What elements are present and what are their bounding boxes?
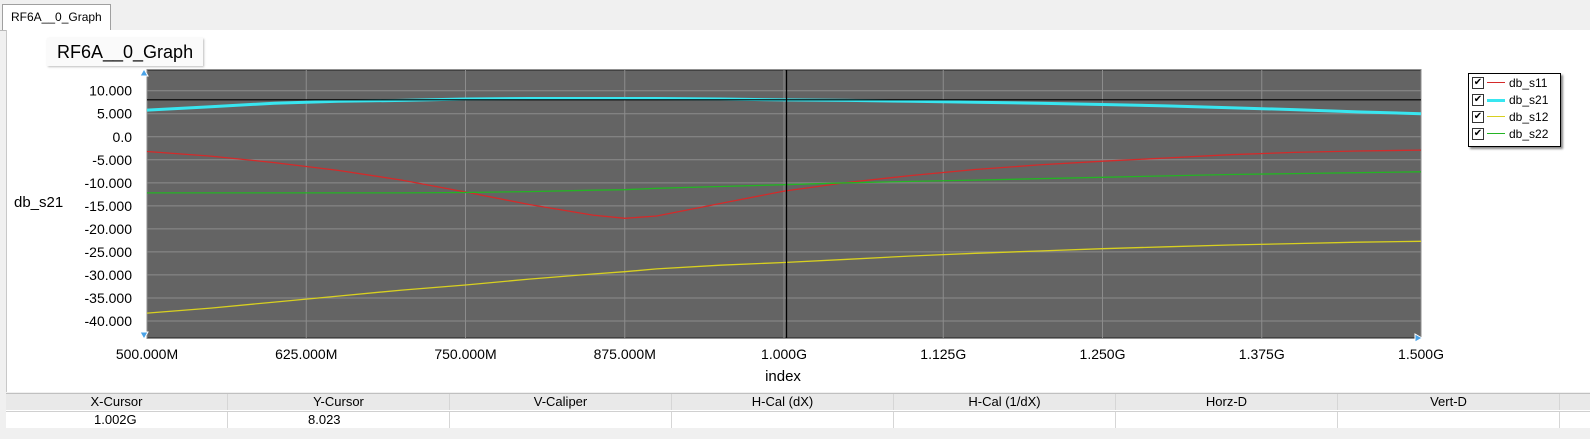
axis-marker-right[interactable] [1414, 333, 1424, 343]
cursor-table-header-cell: Y-Cursor [228, 394, 450, 410]
y-tick-label: -35.000 [85, 290, 133, 306]
legend-label: db_s11 [1509, 76, 1548, 90]
cursor-table-header: X-Cursor Y-Cursor V-Caliper H-Cal (dX) H-Cal… [6, 394, 1590, 410]
y-tick-label: -20.000 [85, 221, 133, 237]
legend-checkbox[interactable]: ✔ [1472, 94, 1484, 106]
axis-marker-down[interactable] [139, 331, 149, 341]
x-tick-label: 1.500G [1398, 346, 1444, 362]
y-tick-label: -10.000 [85, 175, 133, 191]
y-tick-label: -40.000 [85, 313, 133, 329]
legend-swatch [1487, 82, 1505, 83]
cursor-table-header-cell: V-Caliper [450, 394, 672, 410]
cursor-table-value-cell [672, 412, 894, 428]
legend-swatch [1487, 133, 1505, 134]
cursor-table-value-cell [1338, 412, 1560, 428]
legend-label: db_s12 [1509, 110, 1549, 124]
cursor-table-value-cell [894, 412, 1116, 428]
axis-marker-up[interactable] [139, 67, 149, 77]
cursor-table-header-cell: Vert-D [1338, 394, 1560, 410]
cursor-table-value-cell [1116, 412, 1338, 428]
y-tick-label: -25.000 [85, 244, 133, 260]
legend-item-db_s12[interactable]: ✔ db_s12 [1469, 109, 1560, 125]
x-axis-label: index [765, 368, 801, 385]
legend-item-db_s22[interactable]: ✔ db_s22 [1469, 126, 1560, 142]
grid [146, 70, 1422, 338]
x-tick-label: 750.000M [434, 346, 496, 362]
x-tick-label: 625.000M [275, 346, 337, 362]
y-tick-label: -30.000 [85, 267, 133, 283]
cursor-table-header-cell: H-Cal (dX) [672, 394, 894, 410]
cursor-table-header-cell: Horz-D [1116, 394, 1338, 410]
y-tick-label: -5.000 [92, 152, 132, 168]
y-tick-labels: 10.000 5.000 0.0 -5.000 -10.000 -15.000 -20.00… [85, 83, 133, 329]
legend-label: db_s21 [1509, 93, 1549, 107]
legend-item-db_s21[interactable]: ✔ db_s21 [1469, 92, 1560, 108]
cursor-table-value-cell: 8.023 [228, 412, 450, 428]
legend-checkbox[interactable]: ✔ [1472, 77, 1484, 89]
x-tick-labels: 500.000M 625.000M 750.000M 875.000M 1.000G 1.… [116, 346, 1444, 362]
x-tick-label: 1.000G [761, 346, 807, 362]
legend-label: db_s22 [1509, 127, 1549, 141]
legend-item-db_s11[interactable]: ✔ db_s11 [1469, 75, 1560, 91]
x-tick-label: 1.375G [1239, 346, 1285, 362]
series-db_s12 [146, 240, 1422, 314]
x-tick-label: 500.000M [116, 346, 178, 362]
chart[interactable]: 10.000 5.000 0.0 -5.000 -10.000 -15.000 -20.00… [0, 0, 1590, 392]
series-db_s11 [146, 149, 1422, 219]
y-tick-label: 0.0 [113, 129, 133, 145]
cursor-table-header-cell: X-Cursor [6, 394, 228, 410]
x-tick-label: 875.000M [594, 346, 656, 362]
cursor-table-header-cell: H-Cal (1/dX) [894, 394, 1116, 410]
cursor-table-value-cell [450, 412, 672, 428]
cursor-table-values: 1.002G 8.023 [6, 411, 1590, 428]
x-tick-label: 1.125G [920, 346, 966, 362]
y-tick-label: 5.000 [97, 106, 132, 122]
series-db_s22 [147, 171, 1422, 194]
y-tick-label: -15.000 [85, 198, 133, 214]
cursor-lines[interactable] [147, 70, 1421, 338]
graph-title: RF6A__0_Graph [47, 38, 204, 66]
legend-checkbox[interactable]: ✔ [1472, 111, 1484, 123]
x-tick-label: 1.250G [1080, 346, 1126, 362]
legend-checkbox[interactable]: ✔ [1472, 128, 1484, 140]
y-tick-label: 10.000 [89, 83, 132, 99]
tab-rf6a-graph[interactable]: RF6A__0_Graph [2, 4, 111, 30]
cursor-table: X-Cursor Y-Cursor V-Caliper H-Cal (dX) H-Cal… [6, 393, 1590, 428]
axis-scroll-markers[interactable] [139, 67, 1424, 343]
legend-swatch [1487, 116, 1505, 117]
cursor-table-value-cell: 1.002G [6, 412, 228, 428]
bottom-bar [0, 430, 1590, 439]
legend-swatch [1487, 99, 1505, 102]
y-axis-label: db_s21 [14, 194, 63, 211]
legend: ✔ db_s11 ✔ db_s21 ✔ db_s12 ✔ db_s22 [1468, 73, 1561, 147]
